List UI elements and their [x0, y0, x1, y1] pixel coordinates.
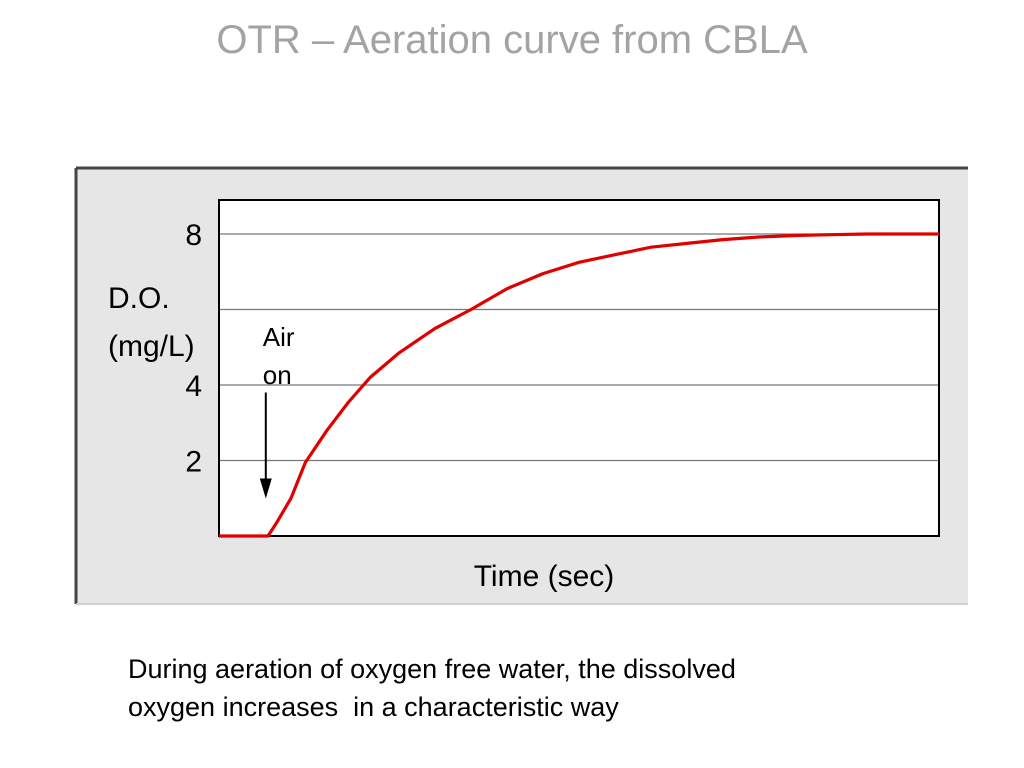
caption-line-1: During aeration of oxygen free water, th…: [128, 654, 736, 684]
axis-labels: Time (sec) D.O. (mg/L): [108, 282, 614, 593]
grid-lines: [219, 200, 939, 536]
annotations: Air on: [259, 322, 295, 499]
plot-frame: [218, 199, 940, 537]
air-on-label-line-1: Air: [263, 322, 295, 352]
y-tick-labels: 2 4 8: [185, 219, 202, 479]
data-series: [219, 232, 939, 538]
air-on-arrow-head: [259, 478, 272, 499]
plot-border: [218, 199, 940, 537]
slide-title: OTR – Aeration curve from CBLA: [216, 18, 808, 62]
slide-caption: During aeration of oxygen free water, th…: [128, 650, 928, 726]
caption-line-2: oxygen increases in a characteristic way: [128, 692, 619, 722]
y-axis-label-line-2: (mg/L): [108, 330, 195, 363]
y-tick-label-2: 2: [185, 445, 202, 478]
air-on-label-line-2: on: [263, 360, 292, 390]
y-tick-label-8: 8: [185, 219, 202, 252]
aeration-curve-line: [219, 232, 939, 538]
plot-background: [219, 200, 939, 536]
y-axis-label-line-1: D.O.: [108, 282, 170, 315]
x-axis-label: Time (sec): [474, 560, 615, 593]
y-tick-label-4: 4: [185, 370, 202, 403]
